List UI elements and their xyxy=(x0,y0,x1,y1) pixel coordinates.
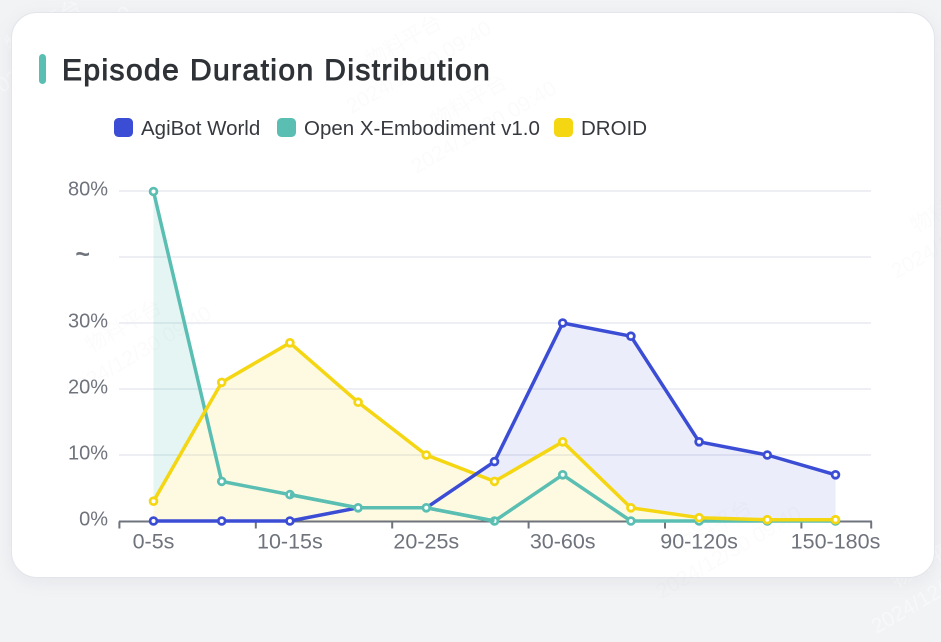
svg-text:30-60s: 30-60s xyxy=(530,530,596,554)
svg-text:20-25s: 20-25s xyxy=(393,530,459,554)
svg-text:10%: 10% xyxy=(68,443,108,465)
svg-text:20%: 20% xyxy=(68,377,108,399)
svg-text:150-180s: 150-180s xyxy=(791,530,881,554)
svg-text:~: ~ xyxy=(75,241,90,269)
svg-text:90-120s: 90-120s xyxy=(660,530,738,554)
svg-text:30%: 30% xyxy=(68,311,108,333)
svg-text:80%: 80% xyxy=(68,179,108,201)
svg-text:0%: 0% xyxy=(79,509,108,531)
svg-text:0-5s: 0-5s xyxy=(133,530,175,554)
svg-text:10-15s: 10-15s xyxy=(257,530,323,554)
